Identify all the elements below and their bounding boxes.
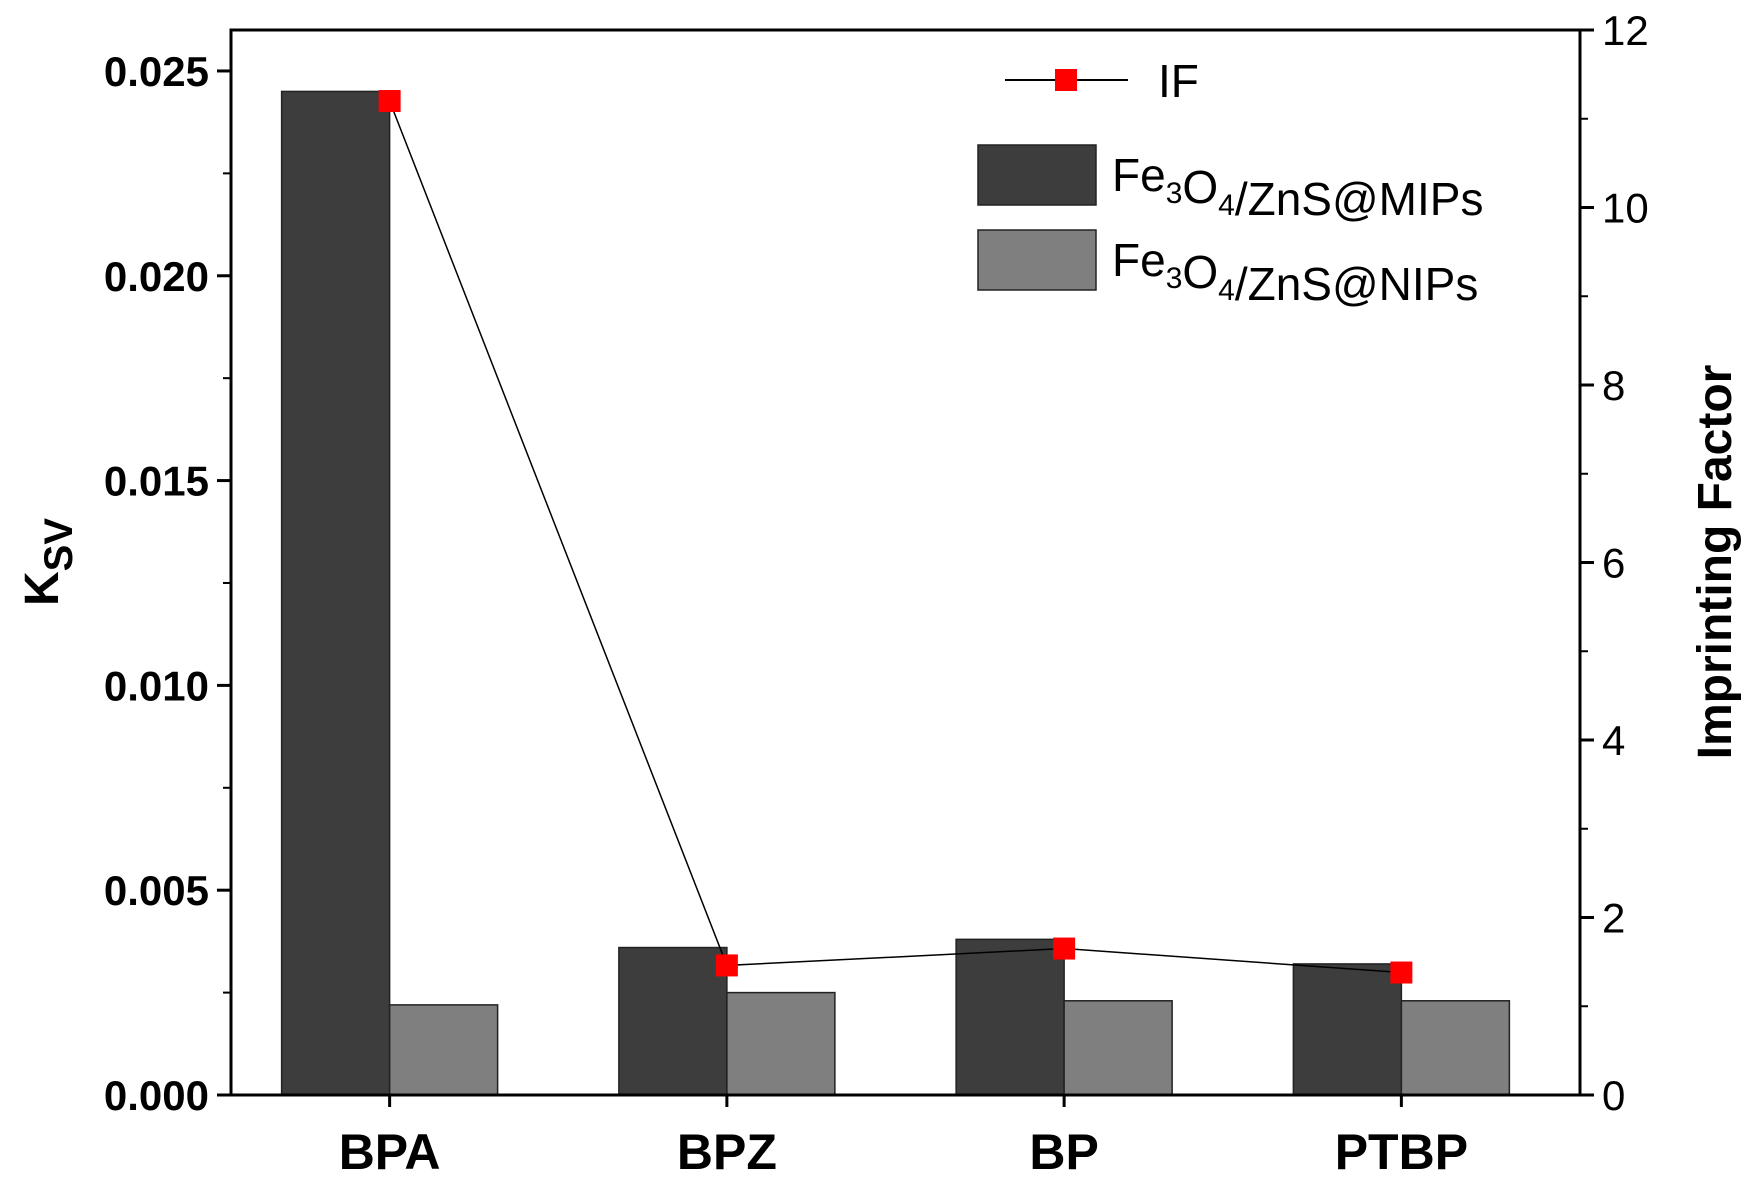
right-tick-label: 12 (1602, 7, 1649, 54)
bar-mips-bp (955, 938, 1065, 1096)
left-tick-label: 0.020 (104, 253, 209, 300)
if-point-bpa (378, 90, 401, 112)
left-tick-label: 0.005 (104, 867, 209, 914)
legend-mips-swatch (977, 144, 1097, 206)
left-tick-label: 0.010 (104, 662, 209, 709)
right-tick-label: 10 (1602, 185, 1649, 232)
legend-if-label: IF (1158, 55, 1199, 107)
category-label-bp: BP (1029, 1124, 1098, 1180)
legend-mips-label: Fe3O4/ZnS@MIPs (1112, 149, 1483, 225)
left-axis-ticks: 0.000 0.005 0.010 0.015 0.020 0.025 (104, 48, 231, 1119)
bar-mips-bpz (618, 946, 728, 1096)
legend-nips-label: Fe3O4/ZnS@NIPs (1112, 234, 1478, 310)
right-tick-label: 6 (1602, 540, 1625, 587)
left-axis-title-sub: SV (37, 518, 81, 572)
legend: IF Fe3O4/ZnS@MIPs Fe3O4/ZnS@NIPs (977, 55, 1483, 310)
category-axis: BPA BPZ BP PTBP (339, 1095, 1468, 1180)
bars-layer (280, 90, 1511, 1096)
category-label-bpa: BPA (339, 1124, 441, 1180)
category-label-ptbp: PTBP (1335, 1124, 1468, 1180)
bar-nips-bp (1063, 1000, 1173, 1096)
if-point-bpz (715, 954, 738, 977)
bar-mips-ptbp (1292, 963, 1403, 1096)
left-tick-label: 0.000 (104, 1072, 209, 1119)
category-label-bpz: BPZ (677, 1124, 777, 1180)
left-axis-title-main: K (16, 571, 69, 606)
left-tick-label: 0.015 (104, 458, 209, 505)
if-point-bp (1053, 937, 1076, 960)
left-tick-label: 0.025 (104, 48, 209, 95)
if-line (388, 100, 1402, 974)
right-axis-ticks: 0 2 4 6 8 10 12 (1580, 7, 1649, 1119)
left-axis-title: KSV (16, 518, 81, 606)
if-point-ptbp (1390, 961, 1413, 984)
bar-nips-ptbp (1400, 1000, 1511, 1096)
right-tick-label: 0 (1602, 1072, 1625, 1119)
bar-nips-bpa (388, 1004, 499, 1096)
bar-nips-bpz (726, 991, 836, 1096)
right-tick-label: 8 (1602, 362, 1625, 409)
bar-mips-bpa (280, 90, 391, 1096)
right-axis-title: Imprinting Factor (1689, 365, 1742, 760)
legend-nips-swatch (977, 229, 1097, 291)
legend-if-marker (1055, 69, 1077, 91)
if-line-layer (378, 90, 1413, 984)
right-tick-label: 4 (1602, 717, 1625, 764)
right-tick-label: 2 (1602, 895, 1625, 942)
